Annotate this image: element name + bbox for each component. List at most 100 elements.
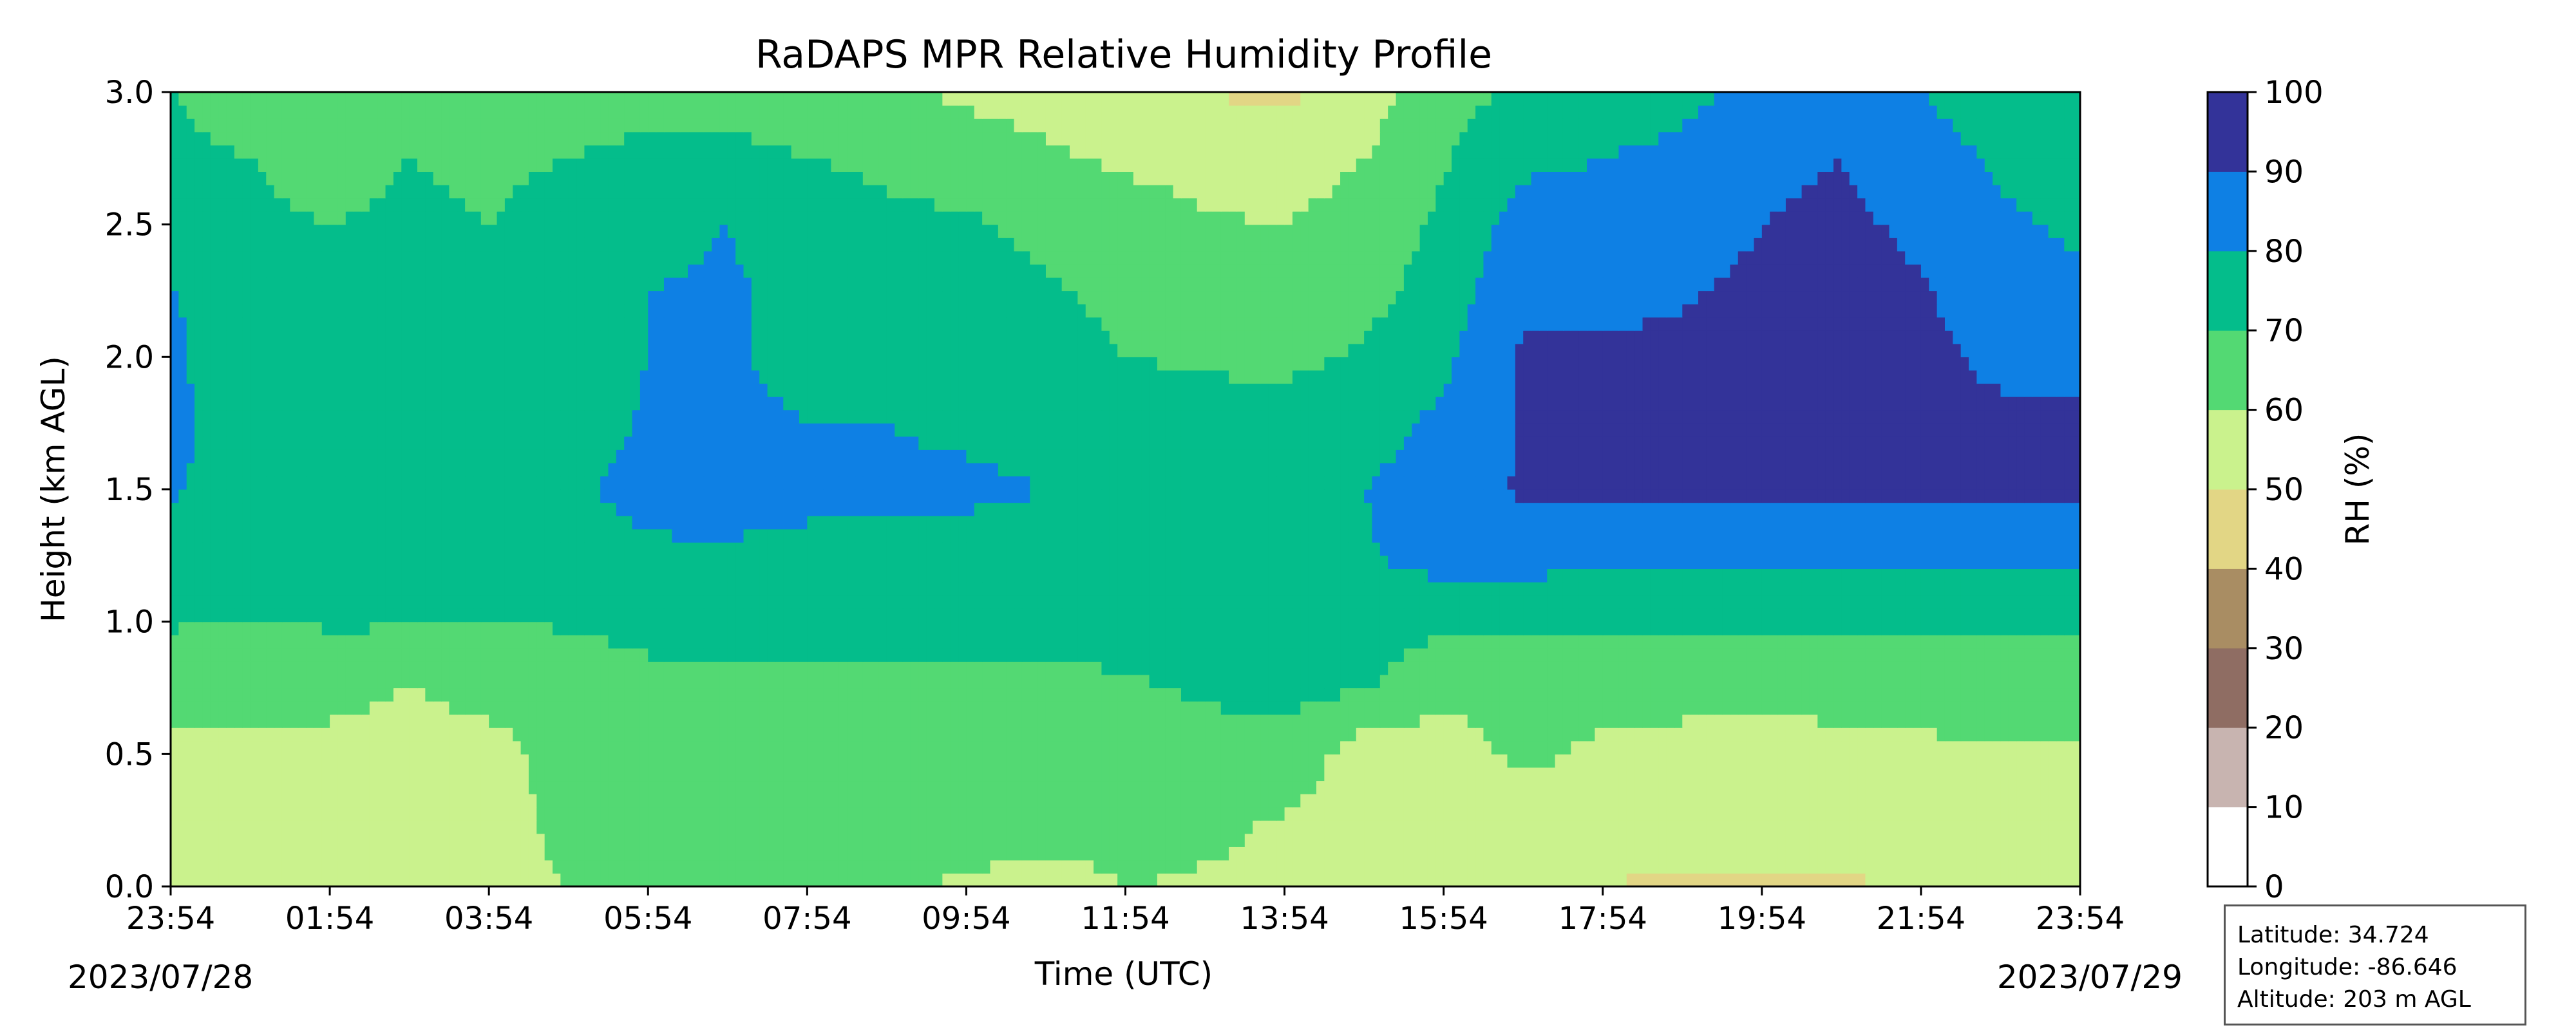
rh-cell [1316,780,1325,794]
rh-cell [314,847,323,861]
rh-cell [369,780,378,794]
rh-cell [1292,661,1301,675]
rh-cell [1229,847,1238,861]
rh-cell [1412,847,1421,861]
rh-cell [1427,807,1436,821]
rh-cell [1547,847,1556,861]
rh-cell [1920,754,1929,768]
rh-cell [504,820,513,834]
rh-cell [266,621,275,635]
rh-cell [520,727,529,742]
rh-cell [1332,794,1341,808]
rh-cell [902,820,911,834]
rh-cell [1165,621,1174,635]
rh-cell [1459,780,1468,794]
rh-cell [862,847,871,861]
rh-cell [504,794,513,808]
rh-cell [361,847,370,861]
rh-cell [688,635,696,649]
rh-cell [934,847,943,861]
rh-cell [298,608,307,623]
rh-cell [1006,714,1015,728]
rh-cell [2032,794,2041,808]
rh-cell [966,794,975,808]
rh-cell [298,661,307,675]
rh-cell [1953,820,1962,834]
rh-cell [1459,688,1468,702]
rh-cell [1634,807,1643,821]
rh-cell [171,767,179,782]
rh-cell [1260,820,1269,834]
rh-cell [226,794,235,808]
rh-cell [1475,740,1484,754]
rh-cell [871,714,880,728]
rh-cell [226,780,235,794]
rh-cell [1770,648,1779,662]
rh-cell [409,648,418,662]
rh-cell [377,794,386,808]
rh-cell [504,754,513,768]
rh-cell [1006,674,1015,689]
rh-cell [1730,859,1739,874]
rh-cell [942,661,951,675]
rh-cell [218,873,227,886]
rh-cell [1165,661,1174,675]
rh-cell [1435,847,1444,861]
rh-cell [1372,714,1381,728]
rh-cell [639,820,649,834]
rh-cell [1730,674,1739,689]
rh-cell [1507,674,1516,689]
rh-cell [513,794,522,808]
rh-cell [1944,740,1953,754]
rh-cell [1483,621,1492,635]
rh-cell [1165,833,1174,847]
rh-cell [1539,873,1548,886]
rh-cell [1857,873,1866,886]
rh-cell [1562,847,1571,861]
rh-cell [1141,688,1150,702]
rh-cell [1730,714,1739,728]
rh-cell [1555,754,1564,768]
rh-cell [1483,807,1492,821]
rh-cell [616,648,625,662]
rh-cell [648,833,657,847]
rh-cell [226,621,235,635]
rh-cell [1817,621,1826,635]
rh-cell [2032,873,2041,886]
rh-cell [1626,688,1635,702]
rh-cell [679,873,688,886]
rh-cell [1070,608,1078,623]
rh-cell [871,767,880,782]
rh-cell [441,621,450,635]
rh-cell [934,859,943,874]
rh-cell [648,727,657,742]
rh-cell [361,661,370,675]
rh-cell [632,794,641,808]
rh-cell [1602,873,1611,886]
rh-cell [489,701,498,715]
rh-cell [242,859,251,874]
rh-cell [1340,661,1349,675]
rh-cell [990,859,999,874]
rh-cell [950,648,959,662]
rh-cell [321,767,330,782]
rh-cell [1260,727,1269,742]
rh-cell [815,794,824,808]
rh-cell [1356,833,1365,847]
rh-cell [1794,635,1803,649]
rh-cell [1873,648,1882,662]
rh-cell [1260,754,1269,768]
rh-cell [1873,754,1882,768]
rh-cell [536,608,545,623]
rh-cell [1070,754,1078,768]
rh-cell [306,807,314,821]
rh-cell [473,767,482,782]
rh-cell [1539,754,1548,768]
rh-cell [1229,648,1238,662]
rh-cell [679,674,688,689]
rh-cell [688,807,696,821]
rh-cell [966,859,975,874]
rh-cell [266,780,275,794]
rh-cell [2072,794,2080,808]
rh-cell [1674,859,1683,874]
